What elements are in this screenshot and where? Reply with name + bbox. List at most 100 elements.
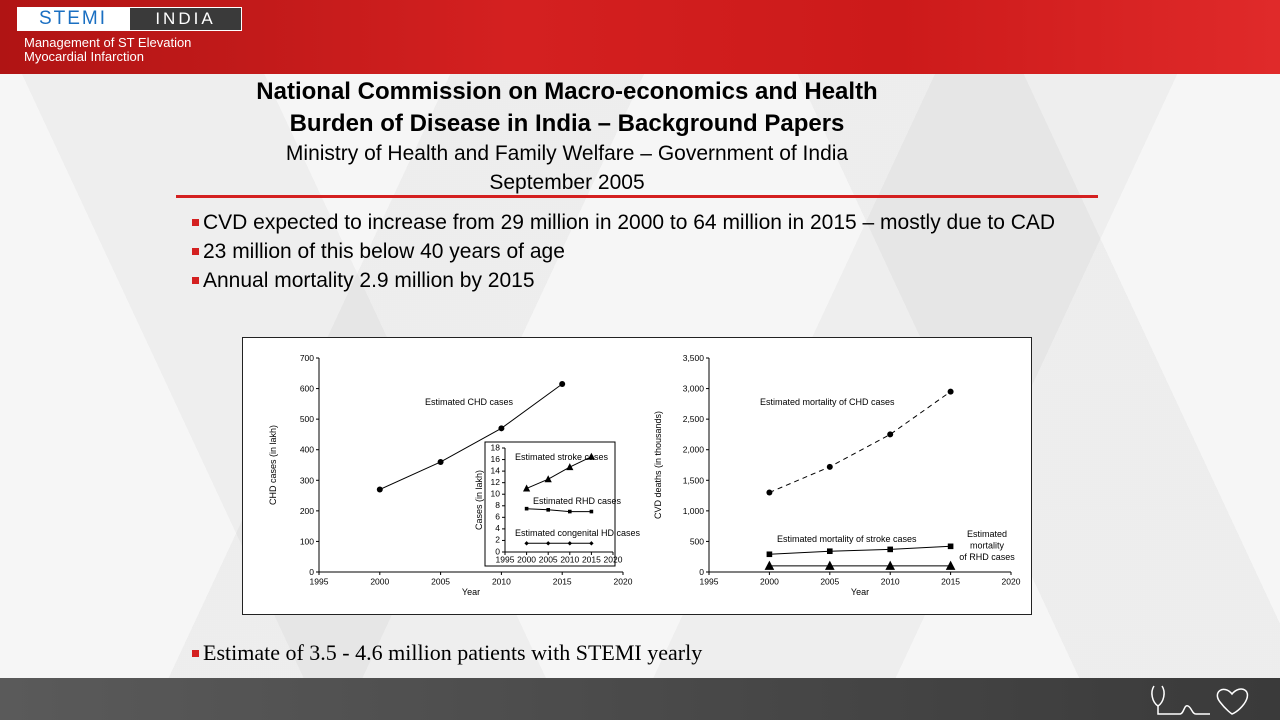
stemi-india-logo: STEMI INDIA	[17, 7, 242, 31]
y-tick-label: 200	[300, 506, 314, 516]
x-tick-label: 2015	[553, 577, 572, 587]
y-tick-label: 14	[491, 465, 501, 475]
series-line	[769, 545, 951, 555]
header-bar: STEMI INDIA Management of ST Elevation M…	[0, 0, 1280, 74]
chart-svg: 1995 2000 2005 2010 2015 20200100200300400500…	[268, 353, 1021, 597]
chart-figure: 1995 2000 2005 2010 2015 2020 0 100 200 300 400 500…	[242, 337, 1032, 615]
data-point	[546, 508, 550, 512]
x-axis-label: Year	[462, 587, 480, 597]
series-annotation: Estimated congenital HD cases	[515, 528, 641, 538]
data-point	[766, 551, 773, 558]
series-line	[526, 456, 592, 489]
data-point	[764, 560, 775, 570]
series-annotation: Estimated RHD cases	[533, 496, 622, 506]
series-annotation: Estimated CHD cases	[425, 397, 514, 407]
footer-bar	[0, 678, 1280, 720]
y-tick-label: 10	[491, 488, 501, 498]
header-subtitle-line1: Management of ST Elevation	[24, 35, 192, 50]
y-tick-label: 700	[300, 353, 314, 363]
slide-title-line3: Ministry of Health and Family Welfare – …	[285, 142, 849, 165]
y-tick-label: 300	[300, 475, 314, 485]
data-point	[589, 509, 594, 514]
y-tick-label: 500	[300, 414, 314, 424]
bullet-square-icon	[192, 277, 199, 284]
x-tick-label: 1995	[700, 577, 719, 587]
y-axis-label: CHD cases (in lakh)	[268, 425, 278, 505]
data-point	[887, 546, 893, 553]
series-annotation: Estimated mortality of stroke cases	[777, 534, 917, 544]
x-tick-label: 2010	[881, 577, 900, 587]
x-tick-label: 2005	[431, 577, 450, 587]
y-tick-label: 400	[300, 445, 314, 455]
bottom-bullet-item: Estimate of 3.5 - 4.6 million patients w…	[192, 640, 702, 666]
y-tick-label: 3,000	[683, 384, 705, 394]
series-annotation: mortality	[970, 541, 1005, 551]
logo-india-text: INDIA	[130, 8, 241, 30]
logo-stemi-text: STEMI	[18, 8, 128, 30]
x-tick-label: 2005	[820, 577, 839, 587]
x-tick-label: 2010	[492, 577, 511, 587]
y-tick-label: 0	[699, 567, 704, 577]
y-tick-label: 4	[495, 523, 500, 533]
x-tick-label: 2010	[560, 555, 579, 565]
series-annotation: of RHD cases	[959, 552, 1015, 562]
y-tick-label: 1,500	[683, 475, 705, 485]
bullet-item: CVD expected to increase from 29 million…	[192, 208, 1092, 237]
x-tick-label: 2020	[614, 577, 633, 587]
slide-title-line4: September 2005	[489, 171, 645, 194]
y-tick-label: 0	[495, 546, 500, 556]
x-tick-label: 1995	[310, 577, 329, 587]
signature-logo-icon	[1151, 685, 1249, 715]
data-point	[825, 560, 835, 570]
data-point	[827, 548, 833, 555]
y-tick-label: 2,500	[683, 414, 705, 424]
data-point	[376, 486, 383, 493]
series-annotation: Estimated stroke cases	[515, 452, 609, 462]
data-point	[544, 475, 552, 483]
data-point	[568, 509, 572, 514]
bullet-square-icon	[192, 650, 199, 657]
x-axis-label: Year	[851, 587, 869, 597]
data-point	[437, 458, 444, 465]
bullet-list: CVD expected to increase from 29 million…	[192, 208, 1092, 295]
y-tick-label: 6	[495, 512, 500, 522]
y-axis-label: CVD deaths (in thousands)	[653, 411, 663, 519]
data-point	[947, 543, 954, 550]
x-tick-label: 2020	[604, 555, 623, 565]
inset-chart-frame	[484, 441, 616, 567]
data-point	[947, 388, 954, 395]
data-point	[559, 380, 566, 387]
x-tick-label: 2015	[582, 555, 601, 565]
bullet-item: Annual mortality 2.9 million by 2015	[192, 266, 1092, 295]
y-tick-label: 2,000	[683, 445, 705, 455]
data-point	[945, 560, 956, 570]
data-point	[524, 506, 529, 511]
x-tick-label: 2000	[370, 577, 389, 587]
data-point	[887, 431, 894, 438]
y-axis-label: Cases (in lakh)	[474, 470, 484, 530]
series-line	[379, 383, 563, 490]
y-tick-label: 1,000	[683, 506, 705, 516]
data-point	[523, 484, 531, 492]
series-line	[769, 391, 951, 493]
y-tick-label: 600	[300, 384, 314, 394]
x-tick-label: 2000	[517, 555, 536, 565]
bullet-square-icon	[192, 248, 199, 255]
y-tick-label: 100	[300, 536, 314, 546]
y-tick-label: 16	[491, 454, 501, 464]
bullet-item: 23 million of this below 40 years of age	[192, 237, 1092, 266]
series-annotation: Estimated mortality of CHD cases	[760, 397, 895, 407]
x-tick-label: 2020	[1002, 577, 1021, 587]
x-tick-label: 2000	[760, 577, 779, 587]
y-tick-label: 0	[309, 567, 314, 577]
data-point	[498, 425, 505, 432]
y-tick-label: 12	[491, 477, 501, 487]
slide-title-line1: National Commission on Macro-economics a…	[256, 78, 878, 105]
data-point	[587, 452, 595, 460]
x-tick-label: 1995	[496, 555, 515, 565]
series-annotation: Estimated	[967, 529, 1007, 539]
x-tick-label: 2015	[941, 577, 960, 587]
slide-title-line2: Burden of Disease in India – Background …	[289, 110, 845, 137]
y-tick-label: 3,500	[683, 353, 705, 363]
series-line	[526, 508, 592, 513]
